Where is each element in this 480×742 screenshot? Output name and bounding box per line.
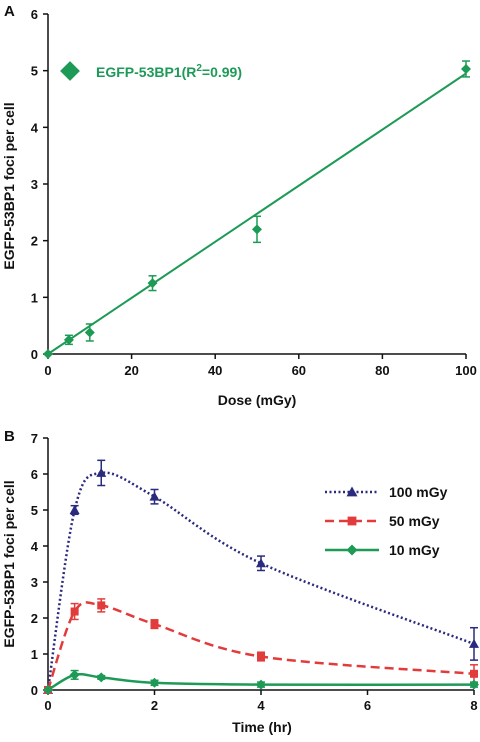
data-point — [256, 558, 266, 568]
data-point — [84, 327, 95, 338]
data-point — [97, 601, 106, 610]
data-point — [150, 620, 159, 629]
x-tick-label: 100 — [455, 363, 477, 378]
y-tick-label: 6 — [31, 467, 38, 482]
y-tick-label: 1 — [31, 647, 38, 662]
data-point — [469, 638, 479, 648]
x-tick-label: 80 — [375, 363, 389, 378]
panel-b-label: B — [4, 428, 15, 445]
y-tick-label: 2 — [31, 234, 38, 249]
data-point — [149, 677, 160, 688]
legend-marker — [347, 516, 357, 526]
y-tick-label: 6 — [31, 7, 38, 22]
data-point — [63, 334, 74, 345]
data-point — [96, 467, 107, 477]
x-tick-label: 6 — [364, 698, 371, 713]
legend-label: 10 mGy — [389, 542, 440, 558]
y-tick-label: 0 — [31, 347, 38, 362]
data-point — [43, 349, 53, 359]
legend-label: 50 mGy — [389, 513, 440, 529]
y-tick-label: 4 — [31, 120, 39, 135]
y-tick-label: 4 — [31, 539, 39, 554]
data-point — [461, 63, 471, 74]
legend-marker — [346, 544, 358, 556]
panel-b-x-label: Time (hr) — [232, 719, 292, 735]
data-point — [149, 491, 160, 501]
data-point — [470, 669, 478, 678]
data-point — [69, 669, 80, 680]
series-50-mgy — [44, 598, 478, 694]
x-tick-label: 4 — [257, 698, 265, 713]
y-tick-label: 2 — [31, 611, 38, 626]
legend-name-sup: 2 — [196, 63, 202, 74]
y-tick-label: 1 — [31, 290, 38, 305]
legend-name-tail: =0.99) — [202, 64, 242, 80]
data-point — [252, 224, 262, 235]
panel-a-y-label: EGFP-53BP1 foci per cell — [1, 102, 17, 269]
panel-a-legend: EGFP-53BP1(R2=0.99) — [60, 61, 242, 81]
data-point — [70, 607, 79, 616]
data-point — [96, 672, 107, 683]
panel-a-label: A — [4, 3, 15, 20]
panel-b-ticks: 0 2 4 6 8 0 1 2 3 4 5 6 7 — [31, 431, 478, 713]
x-tick-label: 2 — [151, 698, 158, 713]
panel-a-ticks: 0 20 40 60 80 100 0 1 2 3 4 5 6 — [31, 7, 477, 378]
data-point — [256, 679, 266, 690]
panel-b-y-label: EGFP-53BP1 foci per cell — [1, 480, 17, 647]
fit-line — [47, 72, 467, 355]
y-tick-label: 7 — [31, 431, 38, 446]
x-tick-label: 8 — [470, 698, 477, 713]
series-line — [46, 471, 475, 691]
legend-label: 100 mGy — [389, 484, 448, 500]
x-tick-label: 20 — [124, 363, 138, 378]
panel-b-legend: 100 mGy 50 mGy 10 mGy — [325, 484, 448, 558]
series-10-mgy — [43, 669, 479, 695]
data-point — [257, 652, 265, 661]
x-tick-label: 60 — [292, 363, 306, 378]
y-tick-label: 5 — [31, 503, 38, 518]
data-point — [147, 278, 158, 289]
y-tick-label: 5 — [31, 64, 38, 79]
panel-b: B 0 2 4 6 8 0 1 2 3 4 5 6 7 Time (hr) EGFP-53BP1 foc… — [1, 428, 479, 735]
legend-label-egfp: EGFP-53BP1(R2=0.99) — [96, 63, 242, 80]
legend-marker — [346, 486, 358, 497]
series-line — [46, 601, 475, 691]
legend-marker-diamond — [60, 61, 80, 81]
data-point — [69, 505, 80, 514]
y-tick-label: 3 — [31, 177, 38, 192]
x-tick-label: 0 — [44, 698, 51, 713]
data-point — [43, 685, 53, 695]
panel-a: A 0 20 40 60 80 100 0 1 2 3 4 5 6 Dose (mGy) EGFP-53… — [1, 3, 477, 408]
panel-a-x-label: Dose (mGy) — [218, 392, 297, 408]
x-tick-label: 0 — [44, 363, 51, 378]
legend-name-main: EGFP-53BP1(R — [96, 64, 196, 80]
y-tick-label: 3 — [31, 575, 38, 590]
panel-b-marks — [43, 459, 479, 695]
panel-a-marks — [43, 60, 471, 359]
x-tick-label: 40 — [208, 363, 222, 378]
y-tick-label: 0 — [31, 683, 38, 698]
data-point — [469, 679, 479, 690]
